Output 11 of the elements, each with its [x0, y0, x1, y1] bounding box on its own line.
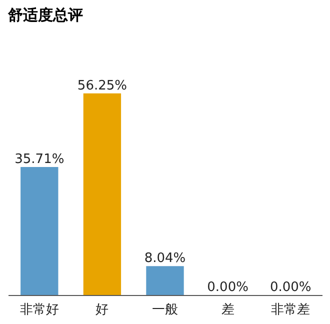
data-label: 56.25% — [77, 78, 127, 94]
x-tick-label: 非常好 — [20, 302, 59, 318]
data-label: 8.04% — [144, 251, 186, 266]
x-tick-label: 好 — [96, 302, 109, 318]
x-tick-label: 一般 — [152, 302, 178, 318]
data-label: 0.00% — [207, 280, 248, 295]
chart-title: 舒适度总评 — [7, 6, 83, 24]
data-label: 0.00% — [270, 280, 312, 295]
x-tick-label: 差 — [221, 302, 234, 318]
data-label: 35.71% — [14, 152, 64, 168]
x-tick-label: 非常差 — [271, 302, 310, 318]
